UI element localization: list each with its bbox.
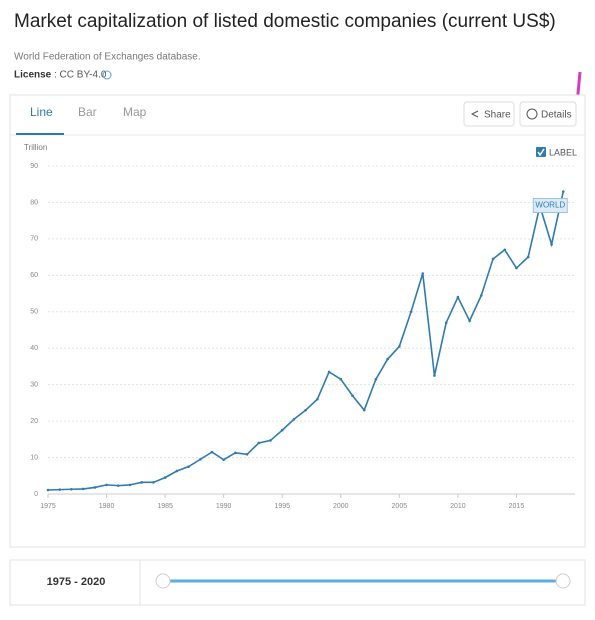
data-point <box>468 319 471 323</box>
license-value: : CC BY-4.0 <box>54 70 107 81</box>
data-point <box>304 408 307 412</box>
data-point <box>116 484 120 487</box>
data-point <box>105 483 108 487</box>
data-point <box>444 321 448 325</box>
data-point <box>222 458 225 462</box>
data-point <box>339 377 343 381</box>
series-label-box <box>532 198 568 214</box>
data-point <box>386 357 389 361</box>
details-label: Details <box>541 110 572 121</box>
y-tick-label: 50 <box>30 309 38 316</box>
data-point <box>81 487 85 491</box>
data-point <box>421 272 425 275</box>
y-tick-label: 10 <box>30 454 38 461</box>
range-handle[interactable] <box>555 573 571 589</box>
data-point <box>515 266 518 270</box>
x-tick-label: 1975 <box>40 503 56 510</box>
details-button[interactable] <box>519 101 577 127</box>
x-tick-label: 2015 <box>509 503 525 510</box>
share-label: Share <box>484 110 511 121</box>
x-tick-label: 2005 <box>392 503 408 510</box>
data-point <box>70 487 73 491</box>
data-point <box>46 488 50 492</box>
data-point <box>327 370 331 374</box>
data-point <box>163 476 167 479</box>
data-point <box>269 439 272 442</box>
x-tick-label: 1990 <box>216 503 232 510</box>
x-tick-label: 1995 <box>274 503 290 510</box>
unit-label: Trillion <box>24 143 47 152</box>
data-point <box>351 394 354 397</box>
y-tick-label: 20 <box>30 418 38 425</box>
data-point <box>526 255 530 259</box>
y-tick-label: 70 <box>30 236 38 243</box>
details-icon <box>526 108 538 120</box>
data-point <box>550 243 553 246</box>
data-point <box>398 345 401 348</box>
data-point <box>292 417 296 421</box>
x-tick-label: 2000 <box>333 503 349 510</box>
data-point <box>362 408 366 412</box>
data-point <box>198 458 202 461</box>
y-tick-label: 80 <box>30 199 38 206</box>
series-label: WORLD <box>535 201 565 210</box>
data-point <box>128 483 132 487</box>
x-tick-label: 2010 <box>450 503 466 510</box>
y-tick-label: 30 <box>30 382 38 389</box>
data-point <box>491 257 495 261</box>
data-point <box>409 310 413 314</box>
data-point <box>210 450 214 454</box>
data-point <box>175 469 179 473</box>
x-tick-label: 1980 <box>99 503 115 510</box>
range-handle[interactable] <box>155 573 171 589</box>
tab[interactable]: Map <box>123 105 147 119</box>
data-point <box>140 481 143 484</box>
label-checkbox[interactable] <box>536 147 546 157</box>
data-point <box>456 295 460 299</box>
y-tick-label: 40 <box>30 345 38 352</box>
license-label: License <box>14 70 52 81</box>
info-icon[interactable] <box>102 70 112 80</box>
source: World Federation of Exchanges database. <box>14 52 201 63</box>
tab[interactable]: Bar <box>78 105 97 119</box>
tab[interactable]: Line <box>30 105 53 119</box>
checkmark <box>537 148 545 157</box>
data-point <box>316 397 319 401</box>
data-point <box>374 377 378 381</box>
data-point <box>93 486 97 489</box>
data-point <box>152 481 155 484</box>
data-point <box>503 248 507 252</box>
plot: 0 10 20 30 40 50 60 70 80 90 1975 1980 1985 1990 1995 2… <box>30 163 575 510</box>
y-tick-label: 0 <box>34 491 38 498</box>
page-title: Market capitalization of listed domestic… <box>14 11 556 32</box>
data-point <box>480 294 483 297</box>
range-label: 1975 - 2020 <box>47 576 106 588</box>
data-point <box>234 451 237 455</box>
y-tick-label: 60 <box>30 272 38 279</box>
data-point <box>58 488 62 491</box>
share-button[interactable] <box>463 101 515 127</box>
data-point <box>257 441 261 445</box>
y-tick-label: 90 <box>30 163 38 170</box>
data-point <box>245 452 249 456</box>
share-icon <box>470 110 479 118</box>
data-point <box>433 374 436 377</box>
data-point <box>280 428 284 432</box>
chart-card <box>9 94 586 548</box>
data-point <box>187 465 190 468</box>
label-toggle[interactable]: LABEL <box>549 147 577 157</box>
x-tick-label: 1985 <box>157 503 173 510</box>
data-point <box>561 190 565 193</box>
